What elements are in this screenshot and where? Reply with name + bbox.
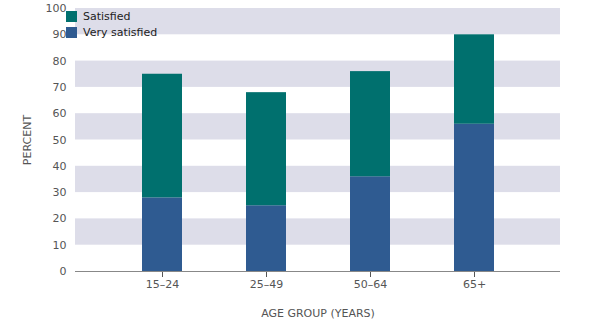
svg-text:30: 30 (53, 186, 67, 199)
svg-text:50–64: 50–64 (354, 278, 388, 291)
svg-text:PERCENT: PERCENT (21, 115, 34, 166)
svg-text:50: 50 (53, 134, 67, 147)
svg-text:100: 100 (46, 2, 67, 15)
html-text:Very satisfied: Very satisfied (83, 26, 158, 39)
svg-text:70: 70 (53, 81, 67, 94)
svg-text:40: 40 (53, 160, 67, 173)
svg-text:AGE GROUP (YEARS): AGE GROUP (YEARS) (261, 307, 375, 320)
svg-text:80: 80 (53, 55, 67, 68)
svg-text:60: 60 (53, 107, 67, 120)
svg-text:90: 90 (53, 28, 67, 41)
html-text:Satisfied: Satisfied (83, 10, 131, 23)
svg-text:15–24: 15–24 (146, 278, 180, 291)
svg-text:20: 20 (53, 212, 67, 225)
svg-text:10: 10 (53, 239, 67, 252)
svg-text:25–49: 25–49 (250, 278, 284, 291)
svg-text:0: 0 (60, 265, 67, 278)
svg-text:65+: 65+ (463, 278, 486, 291)
